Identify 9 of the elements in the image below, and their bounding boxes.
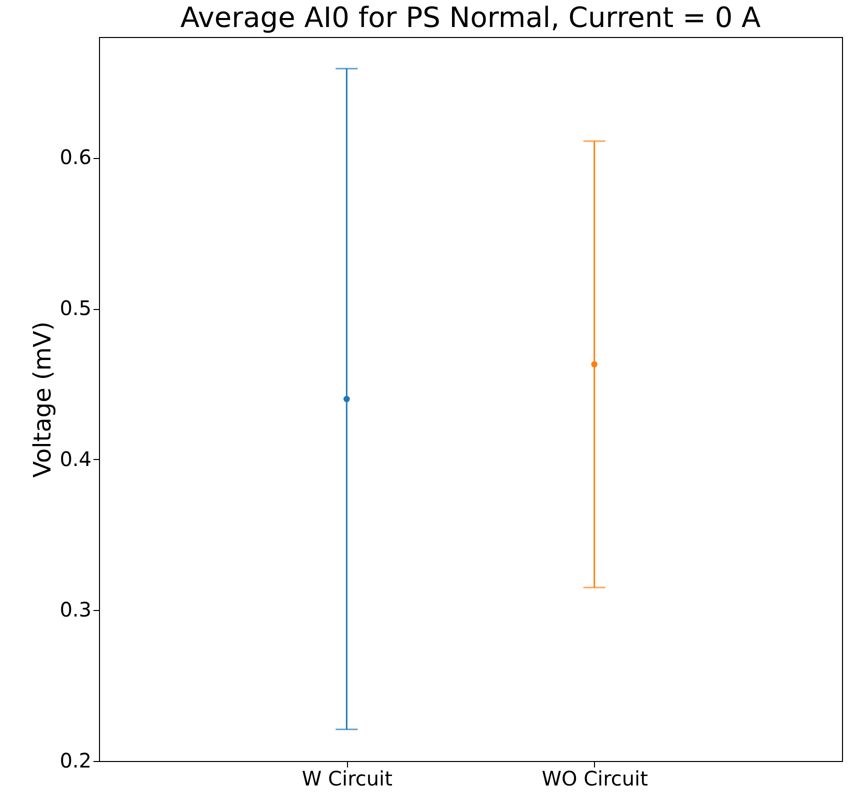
y-tick-label: 0.2 bbox=[60, 748, 92, 772]
chart-title: Average AI0 for PS Normal, Current = 0 A bbox=[180, 1, 761, 34]
x-tick-label: W Circuit bbox=[302, 766, 393, 790]
y-tick-label: 0.4 bbox=[60, 446, 92, 471]
x-tick-label: WO Circuit bbox=[542, 766, 648, 790]
y-tick-label: 0.6 bbox=[60, 145, 92, 170]
y-axis-title: Voltage (mV) bbox=[28, 321, 57, 478]
y-tick-label: 0.3 bbox=[60, 598, 92, 622]
y-tick-label: 0.5 bbox=[60, 296, 92, 320]
